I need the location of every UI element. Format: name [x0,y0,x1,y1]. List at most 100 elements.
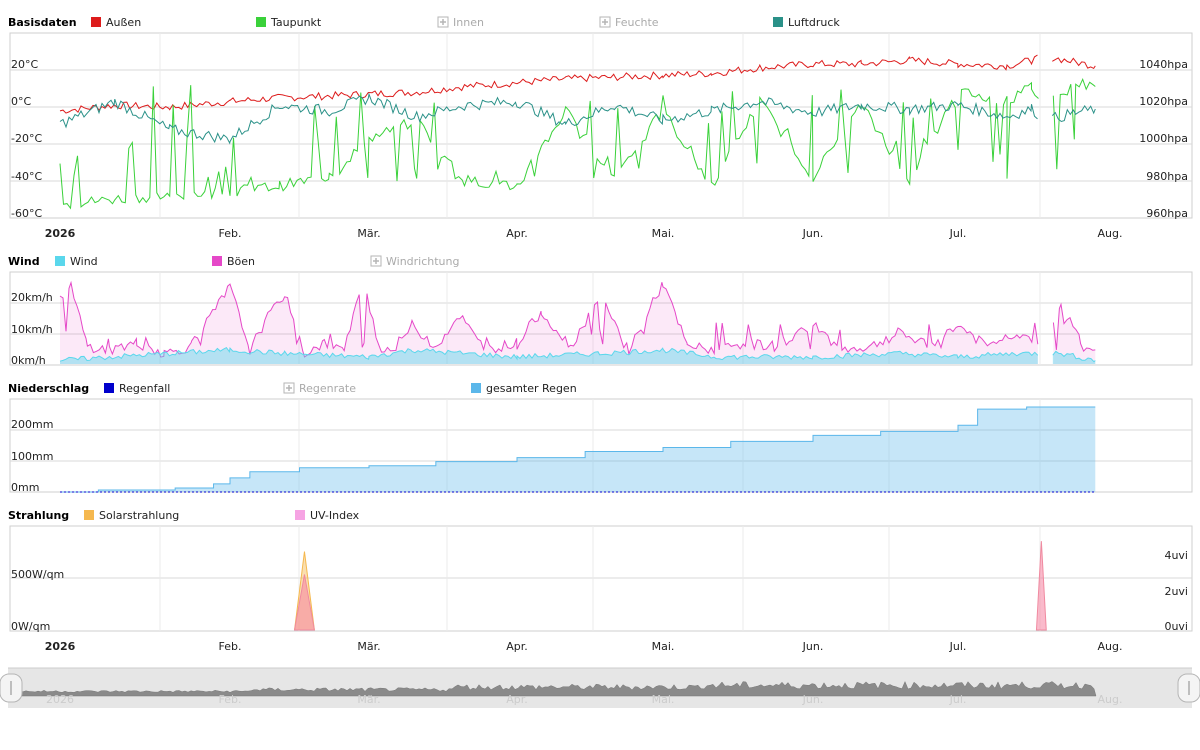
radiation-right-tick: 2uvi [1164,585,1188,598]
basis-legend-label: Innen [453,16,484,29]
rain-legend-item[interactable]: Regenfall [104,382,170,395]
disabled-cross-icon [440,19,446,25]
basis-legend-label: Außen [106,16,141,29]
rain-legend-item[interactable]: gesamter Regen [471,382,577,395]
x-axis-bottom-month-label: 2026 [45,640,76,653]
disabled-cross-icon [602,19,608,25]
basis-legend-item[interactable]: Feuchte [599,16,659,29]
x-axis-bottom-month-label: Aug. [1098,640,1123,653]
radiation-legend-label: UV-Index [310,509,360,522]
x-axis-bottom-month-label: Feb. [219,640,242,653]
x-axis-bottom-month-label: Mai. [652,640,675,653]
disabled-cross-icon [373,258,379,264]
basis-left-tick: -20°C [11,132,42,145]
wind-legend-item[interactable]: Böen [212,255,255,268]
navigator-right-handle[interactable] [1177,673,1200,703]
basis-legend-item[interactable]: Außen [91,16,141,29]
wind-left-tick: 0km/h [11,354,46,367]
basis-left-tick: -40°C [11,170,42,183]
wind-legend-item[interactable]: Wind [55,255,98,268]
basis-legend-item[interactable]: Luftdruck [773,16,840,29]
basis-right-tick: 980hpa [1146,170,1188,183]
rain-legend-label: gesamter Regen [486,382,577,395]
basis-left-tick: 0°C [11,95,31,108]
range-navigator[interactable]: 2026 Feb. Mär. Apr. Mai. Jun. Jul. Aug. [0,667,1200,708]
rain-legend-swatch [471,383,481,393]
basis-legend-swatch [256,17,266,27]
basis-right-tick: 960hpa [1146,207,1188,220]
navigator-month-label: 2026 [46,693,74,706]
uv-index-peak [293,574,315,631]
basis-title: Basisdaten [8,16,77,29]
radiation-left-tick: 500W/qm [11,568,64,581]
wind-legend-item[interactable]: Windrichtung [370,255,459,268]
rain-left-tick: 0mm [11,481,39,494]
aussen-line [59,54,1038,114]
boeen-area [60,282,1038,364]
x-axis-top-month-label: Apr. [506,227,528,240]
x-axis-top-month-label: Mär. [357,227,380,240]
luftdruck-line [1051,104,1096,123]
aussen-line [1052,57,1096,70]
basis-legend-label: Luftdruck [788,16,840,29]
x-axis-top: 2026 Feb. Mär. Apr. Mai. Jun. Jul. Aug. [45,227,1123,240]
rain-panel: Niederschlag Regenfall Regenrate gesamter … [8,382,1193,494]
x-axis-bottom: 2026 Feb. Mär. Apr. Mai. Jun. Jul. Aug. [45,640,1123,653]
x-axis-top-month-label: 2026 [45,227,76,240]
rain-left-tick: 100mm [11,450,53,463]
basis-panel: Basisdaten Außen Taupunkt Innen Feuchte Luft… [8,16,1193,220]
wind-plot-frame [9,271,1193,366]
radiation-right-tick: 4uvi [1164,549,1188,562]
rain-title: Niederschlag [8,382,89,395]
x-axis-top-month-label: Aug. [1098,227,1123,240]
x-axis-bottom-month-label: Apr. [506,640,528,653]
wind-area [1052,351,1096,364]
basis-legend-label: Taupunkt [270,16,322,29]
x-axis-bottom-month-label: Mär. [357,640,380,653]
wind-title: Wind [8,255,40,268]
navigator-month-label: Jun. [802,693,824,706]
basis-legend-swatch [773,17,783,27]
wind-line [1052,350,1096,363]
radiation-right-tick: 0uvi [1164,620,1188,633]
uv-index-peak [1035,541,1047,631]
wind-legend-label: Böen [227,255,255,268]
navigator-series [19,680,1097,697]
navigator-month-label: Jul. [949,693,967,706]
wind-left-tick: 10km/h [11,323,53,336]
basis-right-tick: 1020hpa [1139,95,1188,108]
x-axis-bottom-month-label: Jul. [949,640,967,653]
x-axis-top-month-label: Jul. [949,227,967,240]
navigator-left-handle[interactable] [0,673,23,703]
luftdruck-line [59,92,1038,145]
basis-legend-swatch [91,17,101,27]
wind-left-tick: 20km/h [11,291,53,304]
wind-legend-label: Windrichtung [386,255,459,268]
navigator-month-label: Mai. [652,693,675,706]
basis-legend-item[interactable]: Innen [437,16,484,29]
radiation-legend-swatch [295,510,305,520]
radiation-legend-label: Solarstrahlung [99,509,179,522]
taupunkt-line [59,81,1039,210]
taupunkt-line [1052,77,1096,170]
basis-plot-frame [9,32,1193,219]
basis-left-tick: 20°C [11,58,38,71]
x-axis-top-month-label: Feb. [219,227,242,240]
rain-legend-label: Regenrate [299,382,356,395]
basis-legend-label: Feuchte [615,16,659,29]
rain-legend-label: Regenfall [119,382,170,395]
navigator-month-label: Feb. [219,693,242,706]
disabled-cross-icon [286,385,292,391]
basis-legend-item[interactable]: Taupunkt [256,16,322,29]
wind-legend-swatch [212,256,222,266]
rain-legend-item[interactable]: Regenrate [283,382,356,395]
boeen-line [59,280,1039,358]
wind-panel: Wind Wind Böen Windrichtung 20km/h 10km/h … [8,255,1193,367]
navigator-month-label: Aug. [1098,693,1123,706]
navigator-month-label: Apr. [506,693,528,706]
radiation-panel: Strahlung Solarstrahlung UV-Index 500W/qm… [8,509,1193,633]
radiation-legend-item[interactable]: UV-Index [295,509,360,522]
radiation-legend-item[interactable]: Solarstrahlung [84,509,179,522]
rain-legend-swatch [104,383,114,393]
boeen-line [1052,302,1096,352]
